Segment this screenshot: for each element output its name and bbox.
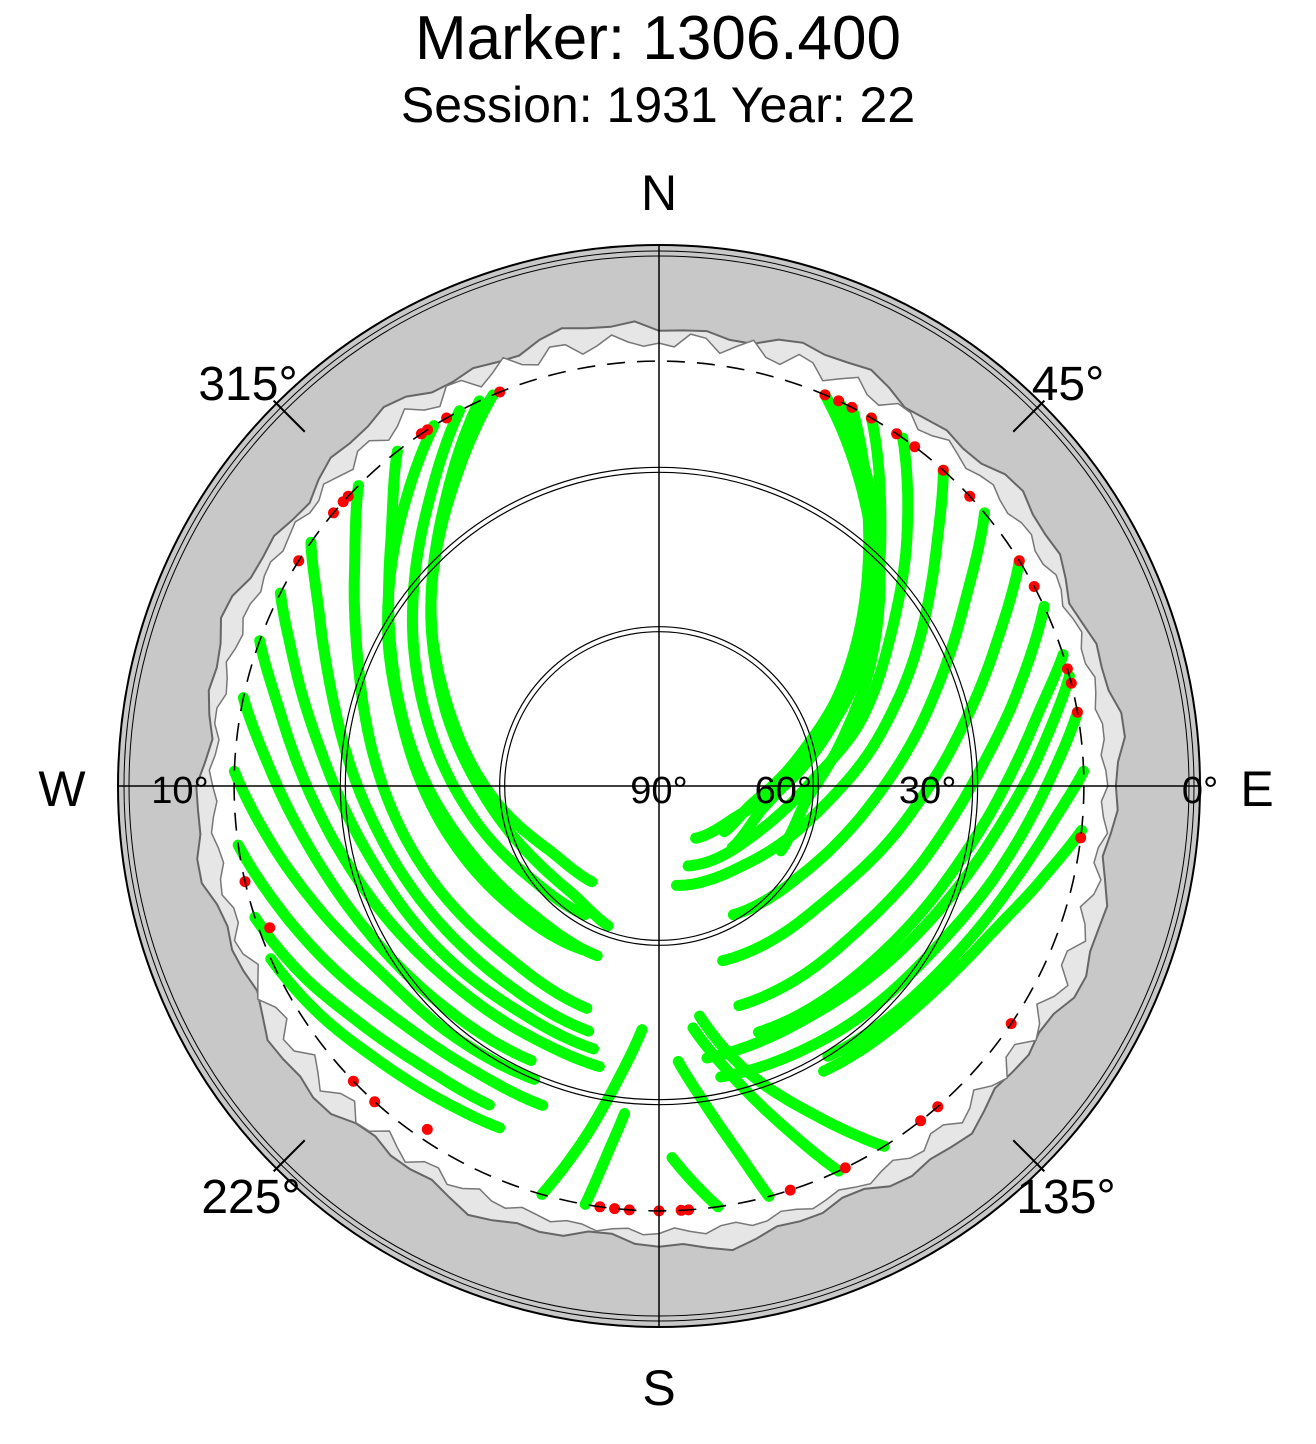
satellite-track — [822, 765, 1090, 1062]
track-endpoint — [909, 441, 921, 453]
azimuth-tick-label: 315° — [198, 358, 297, 411]
track-endpoint — [839, 1162, 851, 1174]
satellite-track — [232, 839, 549, 1111]
skyplot-grid — [118, 245, 1200, 1327]
azimuth-tick — [1012, 1139, 1046, 1173]
satellite-track — [701, 670, 1075, 1064]
track-endpoint — [1075, 832, 1087, 844]
elevation-tick-label: 10° — [151, 770, 208, 812]
satellite-track — [579, 1108, 631, 1210]
south-label: S — [642, 1360, 675, 1416]
satellite-track — [694, 1010, 890, 1152]
east-label: E — [1240, 761, 1273, 817]
satellite-track — [666, 1152, 724, 1213]
track-endpoint — [609, 1203, 621, 1215]
elevation-tick-label: 0° — [1182, 770, 1218, 812]
satellite-track — [254, 635, 605, 1072]
elevation-tick-label: 90° — [630, 770, 687, 812]
satellite-track — [717, 555, 1025, 967]
track-endpoint — [833, 395, 845, 407]
elevation-tick-label: 60° — [755, 770, 812, 812]
azimuth-tick — [272, 1139, 306, 1173]
west-label: W — [38, 761, 86, 817]
track-endpoint — [784, 1184, 796, 1196]
azimuth-tick — [1012, 399, 1046, 433]
track-endpoint — [264, 922, 276, 934]
azimuth-tick — [272, 399, 306, 433]
chart-subtitle: Session: 1931 Year: 22 — [400, 77, 916, 133]
satellite-track — [727, 507, 990, 921]
satellite-track — [265, 953, 506, 1134]
satellite-track — [690, 412, 887, 844]
skyplot-labels: N S E W 45° 135° 225° 315° 0° 30° 60° 90… — [38, 165, 1273, 1416]
satellite-track — [237, 692, 537, 1066]
satellite-track — [536, 1024, 648, 1200]
azimuth-tick-label: 135° — [1016, 1171, 1115, 1224]
azimuth-tick-label: 225° — [201, 1171, 300, 1224]
satellite-track — [682, 432, 914, 872]
satellite-track — [383, 445, 603, 962]
satellite-track — [425, 395, 598, 888]
satellite-track — [249, 911, 495, 1111]
chart-title: Marker: 1306.400 — [415, 4, 901, 73]
satellite-tracks — [228, 389, 1090, 1213]
satellite-track — [228, 765, 540, 1085]
track-endpoint — [421, 1123, 433, 1135]
satellite-track — [753, 649, 1069, 1038]
north-label: N — [641, 165, 677, 221]
elevation-tick-label: 30° — [899, 770, 956, 812]
track-endpoint — [915, 1115, 927, 1127]
satellite-track — [715, 706, 1083, 1083]
satellite-track — [274, 587, 599, 1055]
azimuth-tick-label: 45° — [1032, 358, 1105, 411]
satellite-track — [672, 1056, 775, 1202]
satellite-track — [687, 1022, 845, 1177]
satellite-track — [671, 464, 949, 891]
satellite-track — [305, 536, 595, 1037]
satellite-track — [818, 824, 1088, 1077]
satellite-track — [733, 600, 1050, 1012]
